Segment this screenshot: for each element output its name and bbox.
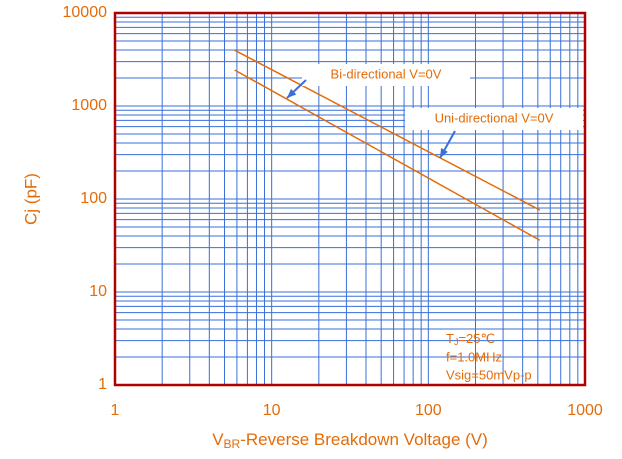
x-tick-label: 100 <box>415 402 442 419</box>
y-tick-label: 1 <box>98 376 107 393</box>
condition-temperature-rest: =25℃ <box>458 331 495 346</box>
x-axis-label: VBR-Reverse Breakdown Voltage (V) <box>212 430 488 451</box>
condition-line: Vsig=50mVp-p <box>446 367 532 382</box>
y-tick-label: 100 <box>80 190 107 207</box>
annotation-label: Uni-directional V=0V <box>435 110 554 125</box>
y-tick-label: 1000 <box>71 97 107 114</box>
annotation-box <box>405 108 583 130</box>
annotation-label: Bi-directional V=0V <box>331 66 442 81</box>
x-axis-label-main: V <box>212 430 224 449</box>
y-tick-label: 10000 <box>63 4 108 21</box>
annotation-arrowhead <box>440 148 448 158</box>
x-tick-label: 1 <box>111 402 120 419</box>
x-axis-label-rest: -Reverse Breakdown Voltage (V) <box>240 430 488 449</box>
condition-temperature-sub: J <box>454 337 459 347</box>
annotation-box <box>302 64 470 86</box>
condition-line: f=1.0MHz <box>446 349 502 364</box>
y-tick-label: 10 <box>89 283 107 300</box>
condition-temperature-symbol: T <box>446 331 454 346</box>
y-axis-label: Cj (pF) <box>21 173 40 225</box>
x-axis-label-sub: BR <box>224 437 241 451</box>
condition-temperature: TJ=25℃ <box>446 331 495 347</box>
plot-frame <box>113 11 587 387</box>
x-tick-label: 10 <box>263 402 281 419</box>
series-line <box>234 69 541 241</box>
series-line <box>234 49 541 211</box>
annotation-arrowhead <box>287 88 297 98</box>
x-tick-label: 1000 <box>567 402 603 419</box>
